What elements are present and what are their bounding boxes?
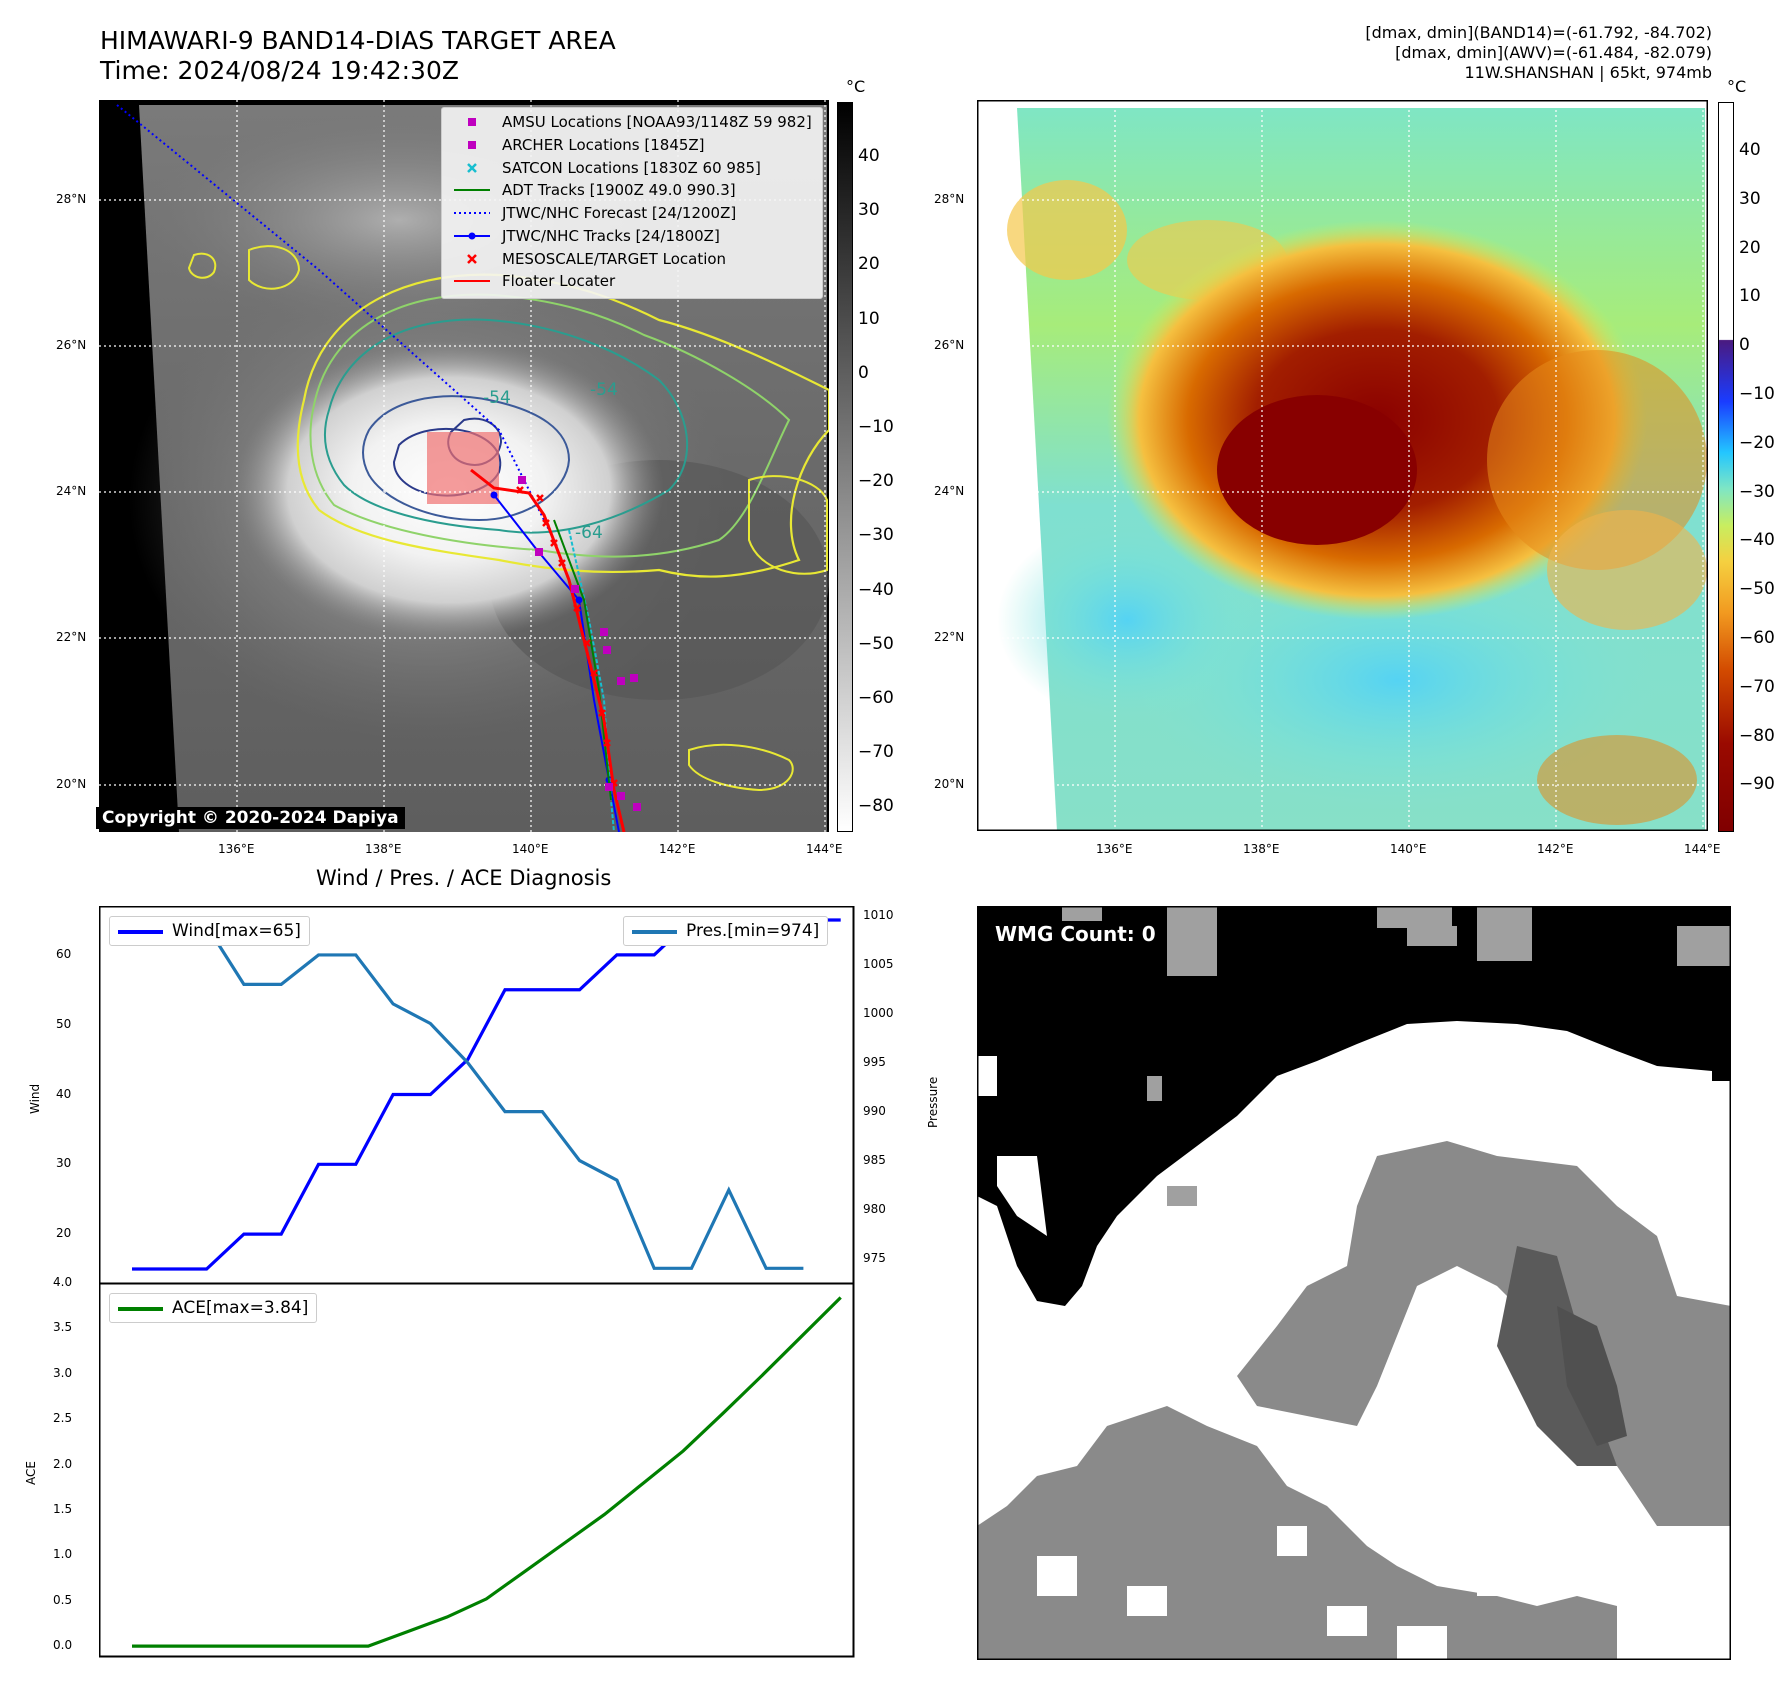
lat-tick-label: 26°N [934,338,965,352]
ace-axis-label: ACE [24,1461,38,1485]
pressure-tick-label: 995 [863,1054,886,1069]
ace-tick-label: 2.5 [53,1411,73,1426]
lat-tick-label: 28°N [56,192,87,206]
colorbar-tick-label: −70 [858,742,894,763]
colorbar-tick-label: −90 [1739,774,1775,795]
copyright: Copyright © 2020-2024 Dapiya [96,807,405,829]
ir-colorbar [837,102,853,832]
colorbar-tick-label: −10 [1739,384,1775,404]
lon-tick-label: 140°E [512,842,549,856]
colorbar-tick-label: −50 [1739,579,1775,600]
ace-tick-label: 1.0 [53,1547,73,1562]
wind-legend: Wind[max=65] [109,916,310,946]
colorbar-tick-label: 10 [1739,286,1761,307]
awv-colorbar-unit: °C [1727,77,1747,96]
colorbar-tick-label: −60 [858,688,894,708]
ir-legend: AMSU Locations [NOAA93/1148Z 59 982] ARC… [441,107,823,299]
ace-tick-label: 0.5 [53,1592,73,1607]
pressure-tick-label: 1010 [863,907,894,922]
pressure-series-line [132,923,804,1270]
lat-tick-label: 20°N [56,777,87,791]
ace-tick-label: 1.5 [53,1501,73,1516]
lon-tick-label: 138°E [1243,842,1280,856]
wmg-count: WMG Count: 0 [995,922,1156,946]
pressure-axis-label: Pressure [926,1076,940,1128]
ace-tick-label: 2.0 [53,1456,73,1471]
colorbar-tick-label: −20 [1739,432,1775,453]
colorbar-tick-label: −60 [1739,628,1775,648]
band14-range: [dmax, dmin](BAND14)=(-61.792, -84.702) [1365,23,1712,42]
wind-tick-label: 20 [56,1226,72,1241]
figure-time: Time: 2024/08/24 19:42:30Z [100,56,459,85]
contour-label: -64 [575,523,603,543]
colorbar-tick-label: −30 [1739,481,1775,502]
colorbar-tick-label: 10 [858,308,880,329]
colorbar-tick-label: 0 [1739,335,1750,356]
lat-tick-label: 24°N [934,484,965,498]
colorbar-tick-label: −10 [858,417,894,437]
colorbar-tick-label: 20 [1739,237,1761,258]
ir-colorbar-unit: °C [846,77,866,96]
storm-info: 11W.SHANSHAN | 65kt, 974mb [1464,63,1712,82]
pressure-tick-label: 1005 [863,956,894,971]
lon-tick-label: 142°E [659,842,696,856]
wind-tick-label: 60 [56,946,72,961]
colorbar-tick-label: −40 [1739,530,1775,551]
ace-tick-label: 0.0 [53,1638,73,1653]
colorbar-tick-label: −70 [1739,676,1775,697]
lat-tick-label: 24°N [56,484,87,498]
colorbar-tick-label: −50 [858,633,894,654]
lat-tick-label: 26°N [56,338,87,352]
lon-tick-label: 138°E [365,842,402,856]
awv-colorbar [1718,102,1734,832]
colorbar-tick-label: 20 [858,254,880,275]
lat-tick-label: 28°N [934,192,965,206]
wind-tick-label: 30 [56,1156,72,1171]
ace-series-line [132,1296,842,1648]
colorbar-tick-label: −30 [858,525,894,546]
lon-tick-label: 140°E [1390,842,1427,856]
ace-tick-label: 4.0 [53,1275,73,1289]
pressure-tick-label: 980 [863,1201,886,1216]
lat-tick-label: 22°N [934,630,965,644]
ace-tick-label: 3.5 [53,1320,73,1335]
diagnosis-chart [99,906,855,1658]
colorbar-tick-label: −20 [858,471,894,492]
lon-tick-label: 144°E [1684,842,1721,856]
lon-tick-label: 136°E [218,842,255,856]
colorbar-tick-label: −40 [858,579,894,600]
pressure-tick-label: 1000 [863,1005,894,1020]
pressure-tick-label: 985 [863,1152,886,1167]
lat-tick-label: 22°N [56,630,87,644]
contour-label: -54 [483,388,511,408]
wmg-panel [977,906,1731,1660]
lon-tick-label: 144°E [806,842,843,856]
colorbar-tick-label: −80 [858,796,894,817]
colorbar-tick-label: 0 [858,362,869,383]
pressure-tick-label: 990 [863,1103,886,1118]
awv-map [977,100,1708,831]
contour-label: -54 [590,380,618,400]
colorbar-tick-label: 30 [858,200,880,221]
figure-title: HIMAWARI-9 BAND14-DIAS TARGET AREA [100,26,616,55]
pressure-legend: Pres.[min=974] [623,916,829,946]
pressure-tick-label: 975 [863,1250,886,1265]
colorbar-tick-label: 40 [1739,140,1761,160]
diagnosis-title: Wind / Pres. / ACE Diagnosis [316,866,612,890]
lon-tick-label: 136°E [1096,842,1133,856]
wind-tick-label: 40 [56,1086,72,1101]
wind-tick-label: 50 [56,1016,72,1031]
ace-legend: ACE[max=3.84] [109,1293,318,1323]
ace-tick-label: 3.0 [53,1365,73,1380]
lat-tick-label: 20°N [934,777,965,791]
wind-axis-label: Wind [28,1083,42,1114]
lon-tick-label: 142°E [1537,842,1574,856]
awv-range: [dmax, dmin](AWV)=(-61.484, -82.079) [1395,43,1712,62]
colorbar-tick-label: −80 [1739,725,1775,746]
colorbar-tick-label: 30 [1739,188,1761,209]
colorbar-tick-label: 40 [858,146,880,166]
